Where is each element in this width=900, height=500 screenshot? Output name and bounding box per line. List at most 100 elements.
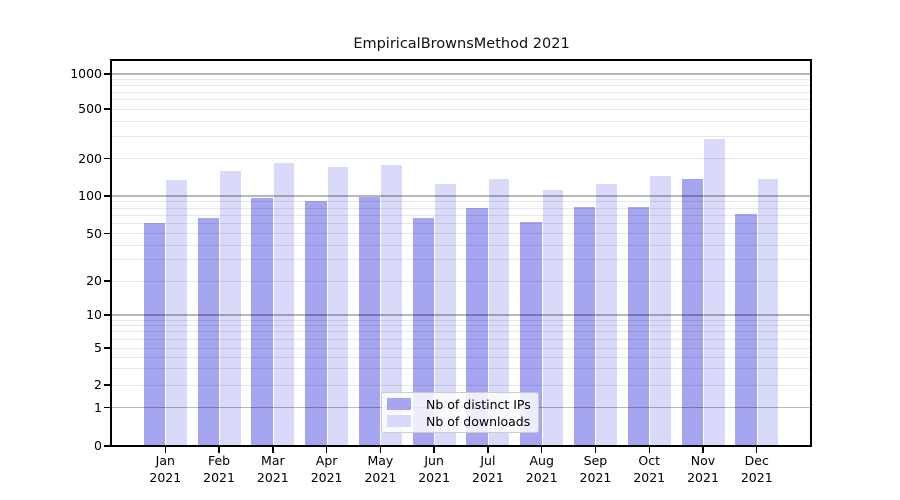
x-tick-month: Aug: [529, 453, 554, 468]
x-tick-year: 2021: [525, 469, 558, 485]
bar-downloads-apr: [327, 167, 349, 446]
bar-downloads-sep: [596, 183, 617, 446]
x-tick-year: 2021: [203, 469, 235, 485]
grid-line-minor: [112, 201, 811, 203]
y-tick-label: 500: [78, 101, 102, 116]
y-tick: [104, 108, 111, 110]
bar-downloads-may: [381, 164, 402, 446]
y-tick-label: 100: [78, 188, 102, 203]
x-tick-year: 2021: [633, 469, 666, 485]
y-tick: [104, 384, 111, 386]
y-tick: [104, 347, 111, 349]
grid-line-minor: [112, 338, 811, 340]
bar-distinct-ips-sep: [573, 206, 596, 446]
y-tick: [104, 195, 111, 197]
y-tick-label: 0: [94, 438, 102, 453]
bar-downloads-dec: [757, 179, 779, 446]
grid-line-minor: [112, 319, 811, 321]
grid-line-minor: [112, 99, 811, 101]
bar-downloads-jan: [166, 180, 187, 446]
x-tick: [648, 447, 650, 453]
y-tick-label: 2: [94, 377, 102, 392]
y-tick-label: 10: [86, 307, 102, 322]
x-tick-year: 2021: [364, 469, 397, 485]
x-tick-label: Jan 2021: [137, 453, 193, 486]
grid-line-minor: [112, 244, 811, 246]
y-tick-label: 1000: [70, 66, 102, 81]
y-tick: [104, 314, 111, 316]
grid-line-minor: [112, 207, 811, 209]
y-tick: [104, 73, 111, 75]
bar-distinct-ips-jul: [466, 208, 488, 446]
x-tick-month: Mar: [261, 453, 285, 468]
x-tick: [433, 447, 435, 453]
x-tick-month: Nov: [690, 453, 716, 468]
grid-line-minor: [112, 325, 811, 327]
bar-distinct-ips-jun: [412, 218, 435, 446]
legend-label-downloads: Nb of downloads: [426, 413, 531, 429]
y-tick-label: 5: [94, 340, 102, 355]
grid-line-minor: [112, 280, 811, 282]
x-tick: [325, 447, 328, 453]
legend-item-distinct-ips: Nb of distinct IPs: [387, 396, 538, 413]
grid-line-minor: [112, 368, 811, 370]
x-tick-label: May 2021: [352, 453, 408, 486]
bar-distinct-ips-nov: [681, 179, 703, 446]
x-tick: [594, 447, 597, 453]
x-tick-month: Feb: [207, 453, 231, 468]
x-tick: [702, 447, 704, 453]
x-tick-label: Jul 2021: [460, 453, 516, 486]
bar-distinct-ips-may: [358, 196, 381, 446]
x-tick-month: Oct: [638, 453, 661, 468]
bar-distinct-ips-feb: [197, 218, 220, 446]
y-tick-label: 1: [94, 399, 102, 415]
x-tick-month: Jan: [155, 453, 175, 468]
x-tick: [540, 447, 543, 453]
x-tick-month: Jun: [424, 453, 444, 468]
x-tick-year: 2021: [740, 469, 773, 485]
bar-downloads-aug: [542, 189, 564, 446]
x-tick: [272, 447, 274, 453]
axis-spine-right: [810, 59, 812, 447]
grid-line-minor: [112, 158, 811, 159]
grid-line-minor: [112, 223, 811, 225]
bar-downloads-jun: [435, 184, 456, 446]
grid-line-minor: [112, 347, 811, 349]
x-tick-label: Nov 2021: [675, 453, 731, 486]
grid-line-minor: [112, 356, 811, 358]
bar-downloads-nov: [704, 139, 725, 446]
grid-line-minor: [112, 331, 811, 333]
bar-distinct-ips-apr: [305, 200, 327, 446]
chart-title: EmpiricalBrownsMethod 2021: [353, 36, 570, 52]
legend-swatch-distinct-ips: [387, 398, 411, 410]
x-tick-label: Sep 2021: [567, 453, 623, 486]
grid-line-minor: [112, 108, 811, 110]
grid-line-minor: [112, 233, 811, 234]
x-tick-month: Jul: [480, 453, 496, 468]
grid-line-minor: [112, 120, 811, 122]
grid-line-minor: [112, 84, 811, 86]
bar-distinct-ips-oct: [627, 206, 650, 446]
x-tick-label: Dec 2021: [729, 453, 785, 486]
bar-distinct-ips-dec: [735, 213, 757, 446]
axis-spine-left: [110, 59, 112, 447]
grid-line-major: [112, 195, 811, 197]
grid-line-minor: [112, 136, 811, 138]
bar-distinct-ips-jan: [143, 222, 166, 446]
x-tick-label: Aug 2021: [514, 453, 570, 486]
bar-downloads-jul: [488, 179, 510, 446]
bar-downloads-feb: [220, 170, 241, 446]
x-tick-year: 2021: [579, 469, 612, 485]
bar-downloads-oct: [650, 175, 671, 446]
x-tick: [487, 447, 489, 453]
grid-line-minor: [112, 259, 811, 261]
x-tick-year: 2021: [687, 469, 719, 485]
grid-line-minor: [112, 91, 811, 93]
y-tick-label: 50: [86, 225, 102, 241]
legend-item-downloads: Nb of downloads: [387, 413, 538, 430]
legend: Nb of distinct IPs Nb of downloads: [381, 392, 539, 433]
y-tick: [104, 280, 111, 282]
grid-line-minor: [112, 214, 811, 216]
x-tick-month: Dec: [744, 453, 769, 468]
